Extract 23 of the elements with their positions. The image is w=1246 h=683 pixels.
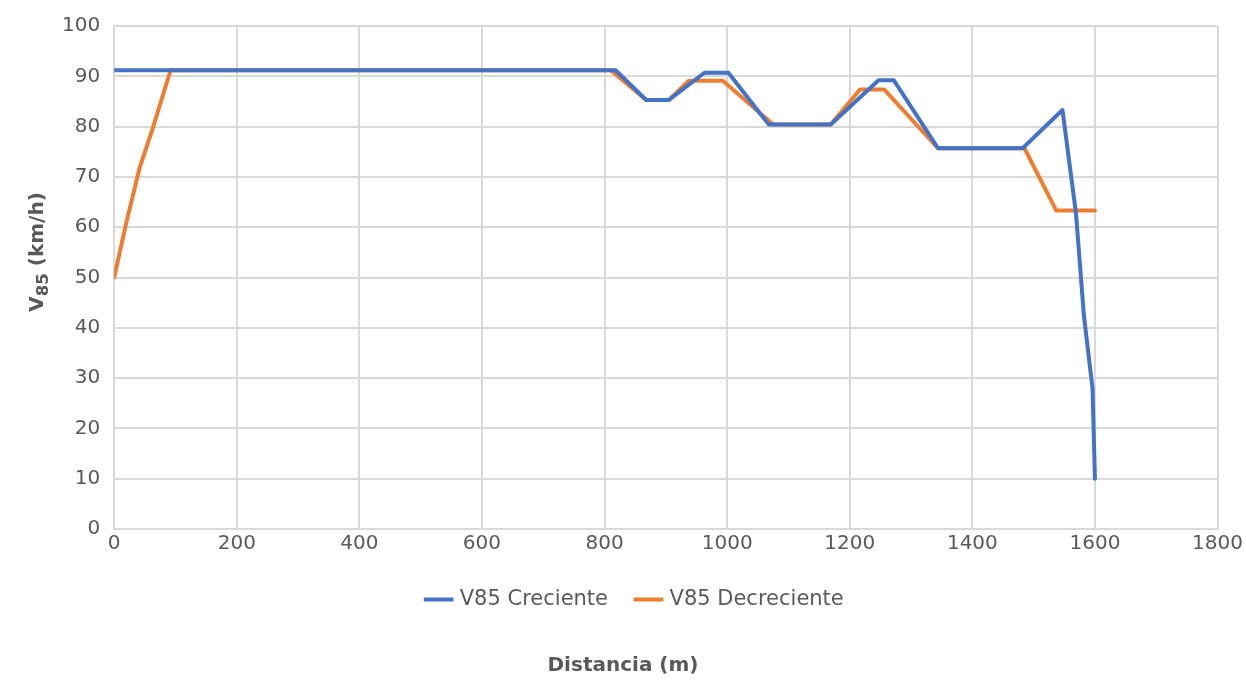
x-tick-label: 200 [217, 530, 256, 555]
y-tick-label: 20 [74, 414, 101, 439]
y-tick-label: 80 [74, 112, 101, 137]
y-tick-label: 40 [74, 314, 101, 338]
y-tick-label: 50 [74, 263, 101, 288]
y-tick-label: 60 [74, 213, 101, 238]
y-tick-label: 100 [61, 12, 101, 37]
x-tick-label: 1600 [1069, 530, 1121, 555]
x-tick-label: 1000 [701, 530, 753, 555]
y-tick-label: 70 [74, 163, 101, 188]
legend-label: V85 Creciente [459, 585, 609, 610]
x-tick-label: 400 [340, 530, 379, 555]
legend-label: V85 Decreciente [669, 585, 844, 610]
y-tick-label: 10 [74, 464, 101, 489]
x-tick-label: 800 [585, 530, 624, 555]
x-tick-label: 1400 [946, 530, 998, 555]
x-axis-title: Distancia (m) [546, 652, 700, 676]
x-tick-label: 1200 [824, 530, 876, 555]
x-tick-label: 600 [462, 530, 502, 555]
x-tick-label: 1800 [1192, 530, 1243, 555]
y-tick-label: 30 [74, 364, 101, 389]
x-tick-label: 0 [107, 530, 121, 555]
y-tick-label: 90 [74, 62, 101, 87]
